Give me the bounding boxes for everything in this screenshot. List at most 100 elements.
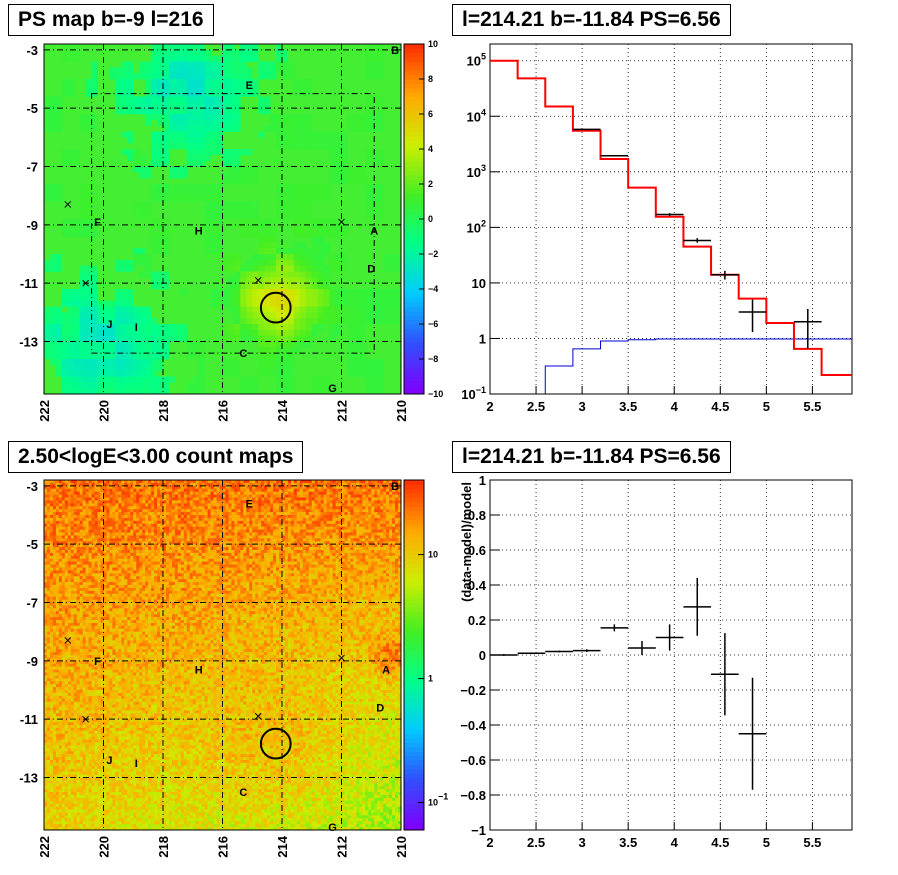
map-pixel — [353, 335, 360, 342]
map-pixel — [52, 695, 57, 700]
map-pixel — [64, 716, 69, 720]
map-pixel — [52, 625, 57, 630]
map-pixel — [46, 634, 51, 638]
map-pixel — [163, 341, 170, 348]
map-pixel — [64, 582, 69, 586]
map-pixel — [70, 500, 75, 504]
colorbar-segment — [404, 328, 424, 334]
map-pixel — [79, 605, 83, 609]
map-pixel — [88, 768, 92, 772]
map-pixel — [157, 359, 164, 366]
map-pixel — [100, 526, 104, 530]
map-pixel — [46, 771, 51, 775]
map-pixel — [64, 625, 69, 630]
map-pixel — [103, 523, 107, 527]
map-pixel — [85, 370, 92, 377]
map-pixel — [76, 485, 80, 490]
map-pixel — [91, 657, 95, 662]
map-pixel — [73, 561, 78, 565]
map-pixel — [91, 625, 95, 630]
map-pixel — [91, 277, 98, 284]
map-pixel — [55, 335, 63, 342]
map-pixel — [67, 605, 72, 609]
map-pixel — [85, 660, 89, 665]
map-pixel — [109, 640, 113, 644]
map-pixel — [52, 827, 57, 831]
map-pixel — [94, 512, 98, 516]
map-pixel — [97, 692, 101, 697]
map-pixel — [44, 748, 48, 752]
map-pixel — [115, 359, 122, 366]
map-pixel — [383, 294, 390, 301]
map-pixel — [270, 370, 277, 377]
colorbar-tick-label: 4 — [428, 144, 433, 154]
map-pixel — [73, 485, 78, 490]
map-pixel — [258, 289, 265, 296]
map-pixel — [145, 207, 152, 214]
map-pixel — [44, 797, 48, 802]
map-pixel — [55, 719, 60, 723]
map-pixel — [234, 318, 241, 325]
map-pixel — [73, 800, 78, 805]
y-tick-label: 103 — [467, 163, 486, 180]
map-pixel — [127, 79, 134, 86]
map-pixel — [67, 512, 72, 516]
map-pixel — [67, 736, 72, 740]
map-pixel — [55, 544, 60, 548]
map-pixel — [246, 55, 253, 62]
map-pixel — [91, 649, 95, 653]
map-pixel — [97, 777, 101, 781]
map-pixel — [58, 701, 63, 705]
map-pixel — [115, 678, 119, 682]
map-pixel — [79, 300, 86, 307]
map-pixel — [88, 637, 92, 641]
map-pixel — [115, 765, 119, 770]
map-pixel — [216, 230, 223, 237]
map-pixel — [44, 707, 48, 711]
map-pixel — [79, 701, 83, 705]
map-pixel — [55, 520, 60, 525]
map-pixel — [103, 640, 107, 644]
map-pixel — [317, 271, 324, 278]
map-pixel — [64, 529, 69, 533]
map-pixel — [64, 675, 69, 679]
map-pixel — [82, 579, 86, 583]
map-pixel — [109, 517, 113, 522]
map-pixel — [299, 195, 307, 202]
map-pixel — [85, 335, 92, 342]
map-pixel — [359, 364, 366, 371]
map-pixel — [91, 497, 95, 501]
map-pixel — [61, 611, 66, 615]
map-pixel — [103, 370, 110, 377]
map-pixel — [106, 771, 110, 775]
map-pixel — [139, 364, 146, 371]
map-pixel — [234, 125, 241, 132]
map-pixel — [234, 73, 241, 80]
map-pixel — [115, 582, 119, 586]
map-pixel — [61, 353, 69, 360]
map-pixel — [112, 812, 116, 816]
map-pixel — [79, 736, 83, 740]
map-pixel — [97, 803, 101, 807]
map-pixel — [133, 248, 140, 255]
map-pixel — [58, 646, 63, 650]
map-pixel — [198, 341, 205, 348]
map-pixel — [88, 506, 92, 510]
map-pixel — [115, 329, 122, 336]
map-pixel — [94, 620, 98, 624]
map-pixel — [91, 488, 95, 492]
map-pixel — [168, 125, 176, 132]
map-pixel — [46, 622, 51, 627]
map-pixel — [186, 184, 194, 191]
map-pixel — [58, 649, 63, 653]
map-pixel — [88, 567, 92, 571]
map-pixel — [97, 599, 101, 603]
map-pixel — [174, 96, 182, 103]
map-pixel — [58, 789, 63, 793]
map-pixel — [94, 698, 98, 702]
map-pixel — [97, 620, 101, 624]
map-pixel — [329, 294, 336, 301]
map-pixel — [216, 84, 223, 91]
map-pixel — [115, 294, 122, 301]
map-pixel — [49, 189, 57, 196]
